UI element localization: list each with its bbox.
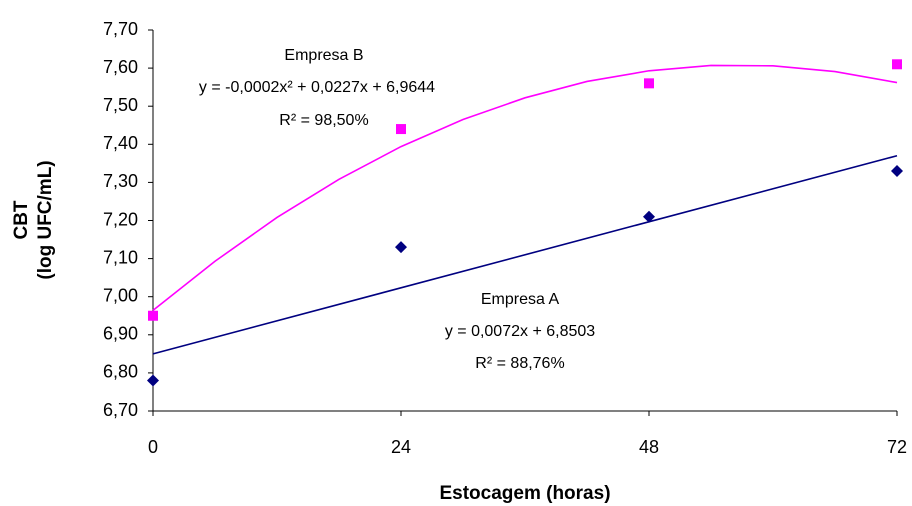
trendline bbox=[152, 154, 898, 355]
y-axis-title: (log UFC/mL) bbox=[35, 160, 56, 279]
point bbox=[395, 241, 407, 254]
y-tick-label: 7,00 bbox=[103, 285, 138, 305]
y-tick-label: 6,70 bbox=[103, 400, 138, 420]
x-tick-label: 48 bbox=[639, 437, 659, 457]
y-tick-label: 7,10 bbox=[103, 247, 138, 267]
trend-equation: y = -0,0002x² + 0,0227x + 6,9644 bbox=[199, 79, 435, 96]
y-axis-title: CBT bbox=[11, 200, 32, 239]
r-squared: R² = 88,76% bbox=[475, 355, 564, 372]
series-label: Empresa A bbox=[481, 291, 560, 308]
y-tick-label: 7,40 bbox=[103, 133, 138, 153]
y-tick-label: 6,90 bbox=[103, 324, 138, 344]
x-axis-title: Estocagem (horas) bbox=[439, 483, 610, 504]
y-tick-label: 7,50 bbox=[103, 95, 138, 115]
trendline bbox=[152, 64, 898, 312]
point bbox=[644, 78, 654, 89]
r-squared: R² = 98,50% bbox=[279, 112, 368, 129]
point bbox=[643, 210, 655, 223]
point bbox=[891, 164, 903, 177]
point bbox=[148, 310, 158, 321]
point bbox=[147, 374, 159, 387]
y-tick-label: 6,80 bbox=[103, 362, 138, 382]
y-tick-label: 7,70 bbox=[103, 19, 138, 39]
y-tick-label: 7,60 bbox=[103, 57, 138, 77]
x-tick-label: 72 bbox=[887, 437, 907, 457]
y-tick-label: 7,30 bbox=[103, 171, 138, 191]
series-label: Empresa B bbox=[284, 47, 363, 64]
x-tick-label: 0 bbox=[148, 437, 158, 457]
trend-equation: y = 0,0072x + 6,8503 bbox=[445, 323, 595, 340]
y-tick-label: 7,20 bbox=[103, 209, 138, 229]
point bbox=[396, 124, 406, 135]
x-tick-label: 24 bbox=[391, 437, 411, 457]
point bbox=[892, 59, 902, 70]
